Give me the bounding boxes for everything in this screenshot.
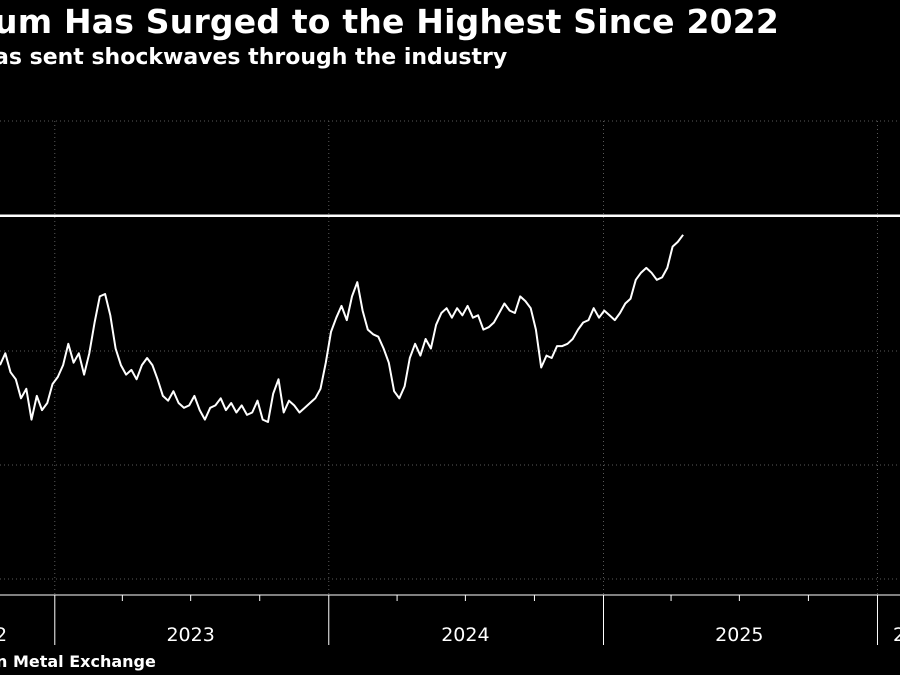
x-axis: 2 2023 2024 2025 2 [0,594,900,646]
source-note: n Metal Exchange [0,652,156,671]
x-tick-label-3: 2025 [715,624,763,646]
x-tick-label-1: 2023 [166,624,214,646]
chart-title: um Has Surged to the Highest Since 2022 [0,2,780,41]
x-tick-label-2: 2024 [441,624,489,646]
x-tick-label-0: 2 [0,624,7,646]
chart-subtitle: as sent shockwaves through the industry [0,45,508,70]
x-tick-label-4: 2 [893,624,900,646]
grid-lines [0,120,900,595]
series-line-0 [0,234,684,423]
series-layer [0,234,684,423]
